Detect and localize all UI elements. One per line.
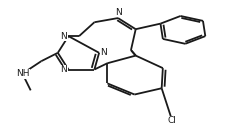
Text: N: N <box>115 8 121 17</box>
Text: Cl: Cl <box>168 116 177 125</box>
Text: N: N <box>60 65 67 74</box>
Text: N: N <box>100 48 107 57</box>
Text: N: N <box>60 32 67 41</box>
Text: NH: NH <box>16 69 29 78</box>
